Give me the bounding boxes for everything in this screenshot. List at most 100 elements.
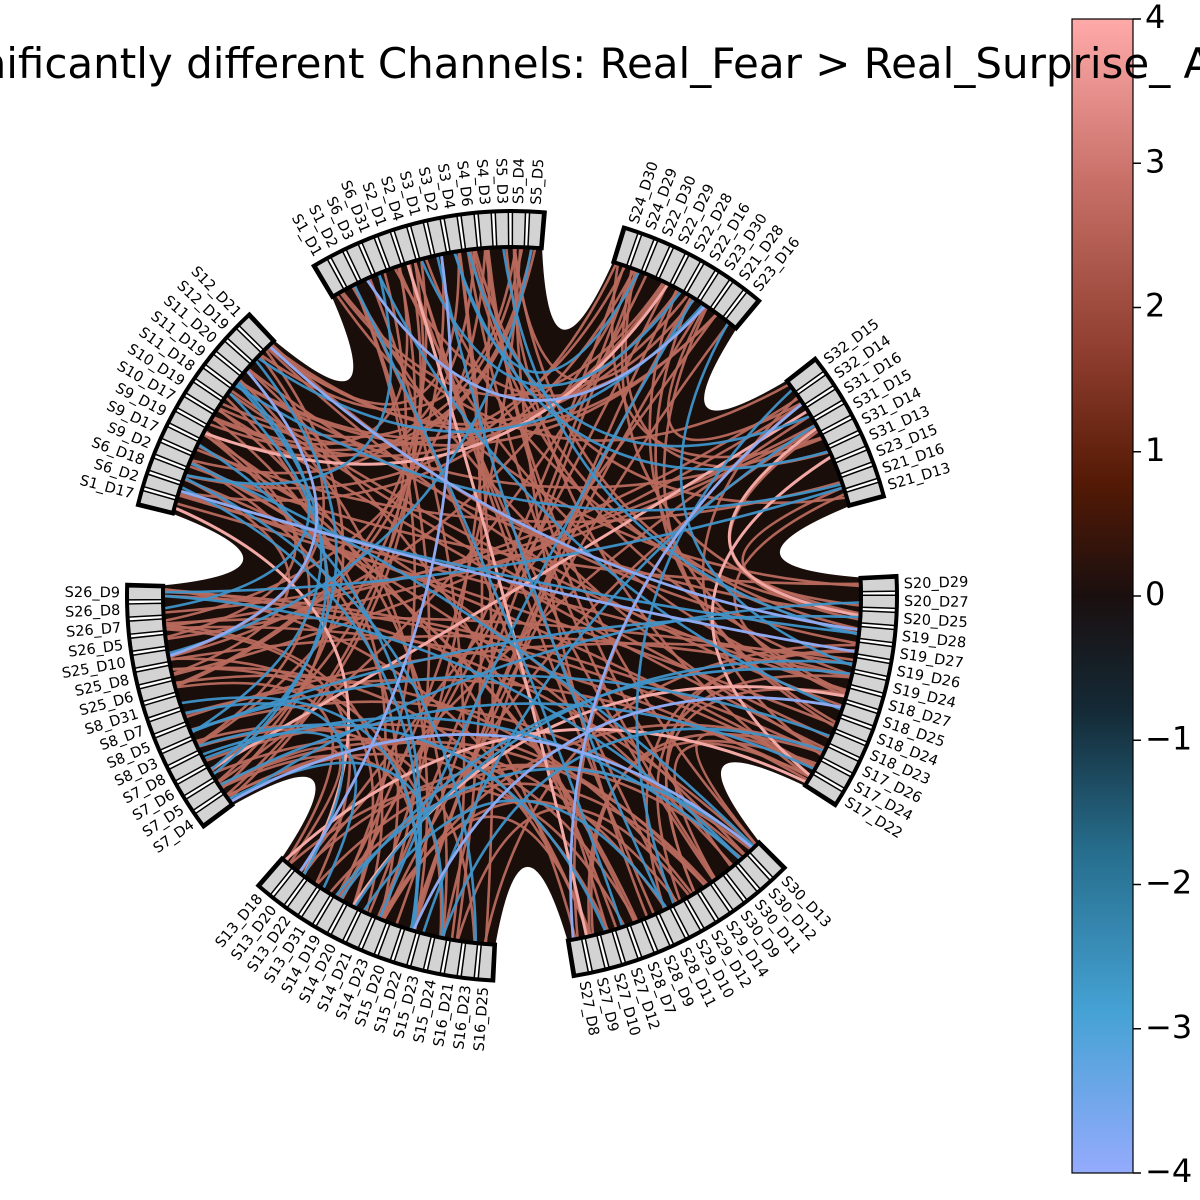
channel-label: S4_D6: [453, 160, 474, 208]
group-gap-notch: [494, 866, 569, 948]
channel-block: [856, 641, 894, 661]
connection-link: [377, 273, 842, 711]
channel-block: [127, 602, 164, 618]
group-gap-notch: [720, 762, 808, 845]
connection-link: [197, 728, 476, 943]
connection-link: [353, 285, 624, 927]
channel-label: S20_D25: [903, 611, 968, 631]
connection-link: [165, 627, 352, 885]
connection-link: [219, 702, 815, 787]
channel-block: [511, 211, 527, 247]
connection-link: [353, 285, 431, 920]
channel-label: S19_D28: [901, 629, 967, 652]
connection-link: [339, 667, 852, 900]
connection-link: [201, 731, 358, 889]
connection-link: [209, 410, 808, 771]
connection-link: [168, 369, 319, 658]
channel-block: [460, 942, 479, 979]
channel-label: S16_D25: [472, 986, 493, 1052]
connection-link: [165, 624, 384, 913]
connection-link: [209, 359, 338, 771]
connection-link: [163, 486, 844, 594]
group-frame: [802, 573, 899, 808]
channel-block: [477, 211, 494, 249]
channel-block: [131, 649, 170, 670]
group-gap-notch: [704, 326, 790, 411]
connection-link: [679, 322, 854, 667]
connection-link: [236, 313, 718, 447]
channel-block: [861, 594, 897, 610]
colorbar-tick-label: 1: [1145, 431, 1165, 469]
chart-title: Significantly different Channels: Real_F…: [0, 39, 1200, 88]
connection-link: [378, 298, 695, 919]
connection-link: [268, 345, 859, 632]
connection-link: [656, 674, 851, 902]
connection-link: [474, 249, 846, 505]
connection-link: [234, 384, 842, 512]
channel-block: [128, 618, 165, 636]
connection-link: [191, 382, 323, 734]
connection-link: [176, 502, 836, 727]
colorbar-tick-label: 0: [1145, 575, 1165, 613]
colorbar-tick-label: −1: [1145, 719, 1192, 757]
group-gap-notch: [160, 512, 244, 586]
connection-link: [175, 259, 428, 687]
connection-link: [166, 429, 297, 639]
channel-block: [860, 577, 897, 593]
channel-block: [477, 943, 494, 981]
connection-link: [247, 367, 860, 615]
connection-link: [212, 391, 328, 776]
colorbar-tick-label: −3: [1145, 1008, 1192, 1046]
connection-link: [174, 506, 351, 876]
connection-link: [340, 266, 626, 901]
connection-link: [176, 681, 335, 862]
channel-label: S5_D5: [529, 158, 548, 205]
connection-link: [179, 489, 856, 654]
group-gap-notch: [230, 776, 316, 861]
connection-link: [299, 763, 743, 873]
group-gap-notch: [541, 245, 615, 330]
channel-label: S5_D4: [511, 158, 528, 204]
channel-block: [443, 939, 463, 977]
connection-link: [381, 815, 593, 936]
group-frame: [610, 225, 763, 332]
connection-link: [267, 252, 461, 406]
connection-link: [467, 250, 811, 448]
colorbar-tick-label: 2: [1145, 287, 1165, 325]
connection-link: [362, 799, 668, 912]
connection-link: [424, 258, 860, 616]
group-gap-notch: [271, 294, 354, 382]
colorbar-tick-label: 4: [1145, 0, 1165, 36]
group-frame: [565, 839, 788, 979]
connection-link: [410, 304, 704, 930]
connection-link: [298, 255, 453, 873]
group-frame: [255, 855, 498, 983]
connection-link: [174, 674, 694, 895]
connection-link: [666, 305, 803, 442]
connection-link: [365, 278, 706, 402]
connection-link: [569, 402, 803, 939]
channel-label: S5_D3: [492, 158, 509, 204]
connection-link: [230, 389, 848, 692]
connection-link: [218, 740, 667, 910]
connection-link: [185, 273, 393, 486]
connection-link: [175, 255, 445, 688]
connection-link: [220, 746, 342, 865]
connection-link: [184, 702, 345, 876]
channel-block: [129, 633, 167, 653]
channel-label: S3_D4: [434, 162, 457, 210]
channel-label: S26_D7: [66, 620, 122, 640]
connection-link: [164, 588, 755, 848]
channel-label: S20_D27: [904, 594, 969, 611]
group-frame: [310, 209, 547, 300]
connection-link: [412, 696, 842, 931]
channel-block: [858, 625, 896, 644]
connection-link: [168, 248, 533, 655]
channel-label: S26_D5: [67, 638, 124, 661]
channel-label: S16_D23: [451, 984, 474, 1050]
channel-block: [127, 585, 163, 601]
channel-label: S26_D8: [65, 603, 121, 621]
connection-link: [505, 247, 811, 778]
